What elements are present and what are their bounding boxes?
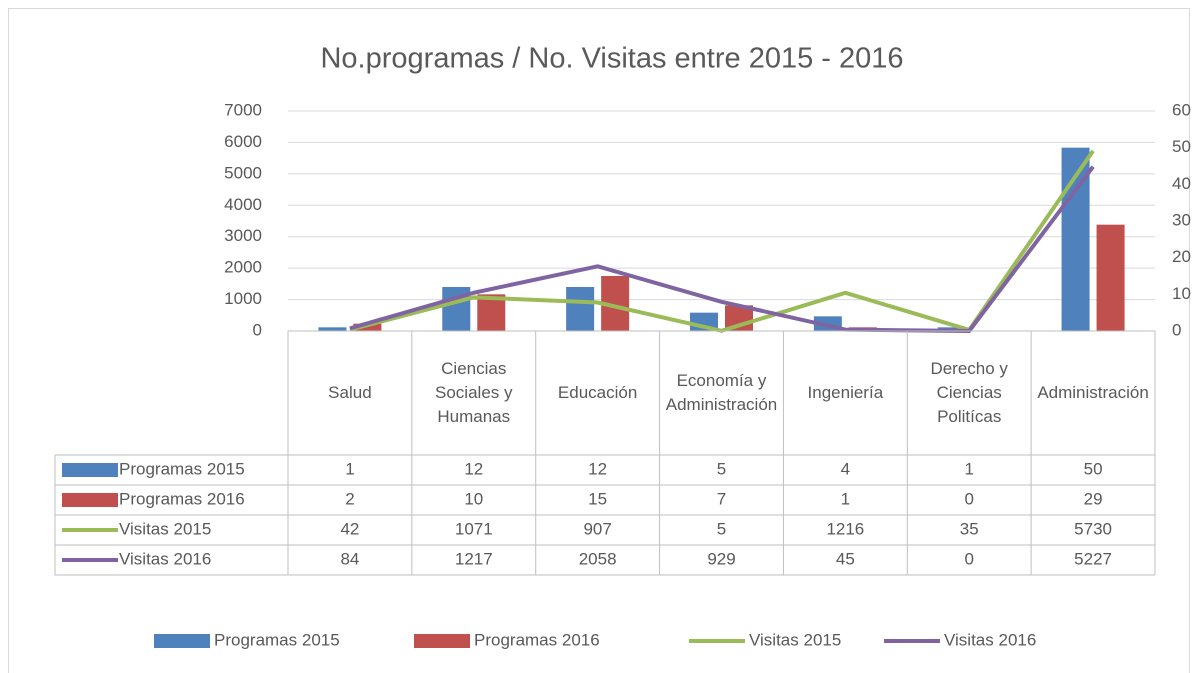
table-value: 1216 (826, 519, 864, 538)
table-value: 929 (707, 549, 735, 568)
y-tick-label: 6000 (224, 132, 262, 151)
table-value: 0 (964, 489, 973, 508)
category-cell: Economía y Administración (665, 371, 778, 414)
legend-label: Visitas 2015 (749, 630, 841, 649)
x-tick-label: Administración (1037, 383, 1149, 402)
bar (318, 327, 347, 331)
category-cell: Administración (1037, 383, 1149, 402)
category-cell: Salud (328, 383, 372, 402)
y-tick-label: 5000 (224, 163, 262, 182)
table-value: 42 (340, 519, 359, 538)
legend-label: Visitas 2016 (944, 630, 1036, 649)
table-value: 12 (588, 459, 607, 478)
y-tick-label: 1000 (224, 289, 262, 308)
y-tick-label: 2000 (224, 258, 262, 277)
x-tick-label: Ingeniería (807, 383, 884, 402)
table-value: 907 (583, 519, 611, 538)
y2-tick-label: 50 (1172, 137, 1191, 156)
row-label: Visitas 2015 (119, 519, 211, 538)
table-value: 5 (717, 519, 726, 538)
table-value: 84 (340, 549, 359, 568)
y2-tick-label: 0 (1172, 320, 1181, 339)
x-tick-label: Educación (557, 383, 638, 402)
row-label: Visitas 2016 (119, 549, 211, 568)
table-value: 5 (717, 459, 726, 478)
bar (1096, 224, 1125, 331)
table-value: 15 (588, 489, 607, 508)
table-value: 4 (841, 459, 850, 478)
y-tick-label: 7000 (224, 100, 262, 119)
table-value: 1 (841, 489, 850, 508)
x-tick-label: Salud (328, 383, 372, 402)
x-tick-label: Economía y Administración (665, 371, 778, 414)
table-value: 35 (960, 519, 979, 538)
table-value: 2058 (579, 549, 617, 568)
legend-label: Programas 2015 (214, 630, 340, 649)
y-tick-label: 3000 (224, 226, 262, 245)
table-value: 5227 (1074, 549, 1112, 568)
x-tick-label: Ciencias Sociales y Humanas (435, 359, 513, 426)
bar (566, 287, 595, 331)
table-value: 50 (1084, 459, 1103, 478)
legend-key (414, 634, 470, 648)
y2-tick-label: 20 (1172, 247, 1191, 266)
table-value: 1217 (455, 549, 493, 568)
category-cell: Ciencias Sociales y Humanas (435, 359, 513, 426)
y2-tick-label: 40 (1172, 174, 1191, 193)
table-value: 1 (345, 459, 354, 478)
y2-tick-label: 30 (1172, 210, 1191, 229)
row-label: Programas 2016 (119, 489, 245, 508)
table-value: 45 (836, 549, 855, 568)
table-value: 7 (717, 489, 726, 508)
chart-title: No.programas / No. Visitas entre 2015 - … (320, 43, 903, 75)
x-tick-label: Derecho y Ciencias Politícas (930, 359, 1008, 426)
table-value: 2 (345, 489, 354, 508)
bar (353, 323, 382, 331)
table-value: 12 (464, 459, 483, 478)
table-value: 0 (964, 549, 973, 568)
table-value: 5730 (1074, 519, 1112, 538)
category-cell: Ingeniería (807, 383, 884, 402)
table-value: 1071 (455, 519, 493, 538)
y2-tick-label: 10 (1172, 284, 1191, 303)
y-tick-label: 0 (253, 320, 262, 339)
y-tick-label: 4000 (224, 195, 262, 214)
table-value: 10 (464, 489, 483, 508)
legend-key (154, 634, 210, 648)
chart-frame (8, 8, 1190, 673)
table-value: 29 (1084, 489, 1103, 508)
table-value: 1 (964, 459, 973, 478)
legend-key (62, 463, 118, 477)
row-label: Programas 2015 (119, 459, 245, 478)
legend-label: Programas 2016 (474, 630, 600, 649)
category-cell: Educación (557, 383, 638, 402)
y2-tick-label: 60 (1172, 100, 1191, 119)
legend-key (62, 493, 118, 507)
category-cell: Derecho y Ciencias Politícas (930, 359, 1008, 426)
